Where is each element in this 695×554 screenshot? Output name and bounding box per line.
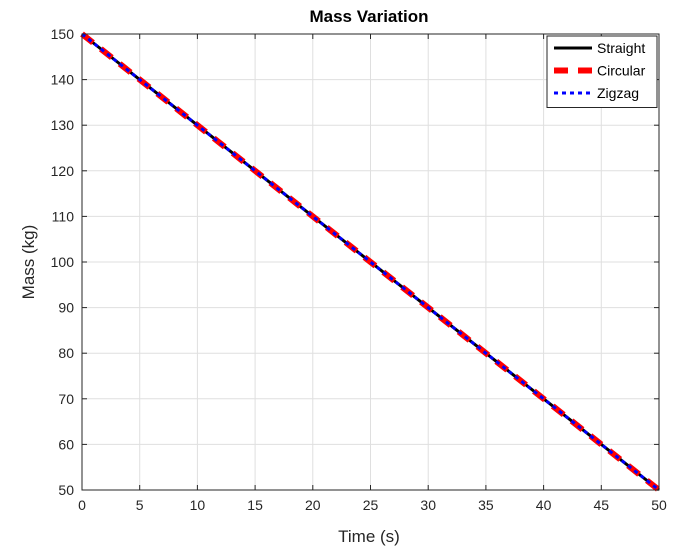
legend-label-straight: Straight: [597, 40, 645, 56]
y-tick-label: 70: [58, 391, 74, 407]
y-tick-label: 140: [51, 72, 75, 88]
series-line-zigzag: [81, 32, 660, 492]
x-tick-label: 5: [136, 497, 144, 513]
x-tick-label: 0: [78, 497, 86, 513]
chart-title: Mass Variation: [309, 7, 428, 26]
x-tick-label: 45: [594, 497, 610, 513]
y-tick-label: 120: [51, 163, 75, 179]
y-tick-label: 130: [51, 117, 75, 133]
legend: Straight Circular Zigzag: [546, 35, 658, 108]
x-tick-label: 20: [305, 497, 321, 513]
y-tick-label: 90: [58, 300, 74, 316]
legend-label-circular: Circular: [597, 63, 646, 79]
y-tick-label: 100: [51, 254, 75, 270]
legend-label-zigzag: Zigzag: [597, 85, 639, 101]
y-tick-label: 60: [58, 436, 74, 452]
x-tick-label: 30: [420, 497, 436, 513]
x-axis-label: Time (s): [338, 527, 400, 546]
x-tick-label: 25: [363, 497, 379, 513]
y-tick-label: 80: [58, 345, 74, 361]
x-tick-label: 40: [536, 497, 552, 513]
x-tick-label: 15: [247, 497, 263, 513]
y-tick-label: 50: [58, 482, 74, 498]
x-tick-label: 10: [190, 497, 206, 513]
y-tick-label: 110: [52, 208, 75, 224]
x-tick-label: 35: [478, 497, 494, 513]
x-tick-label: 50: [651, 497, 667, 513]
y-axis-label: Mass (kg): [19, 225, 38, 300]
y-tick-label: 150: [51, 26, 75, 42]
